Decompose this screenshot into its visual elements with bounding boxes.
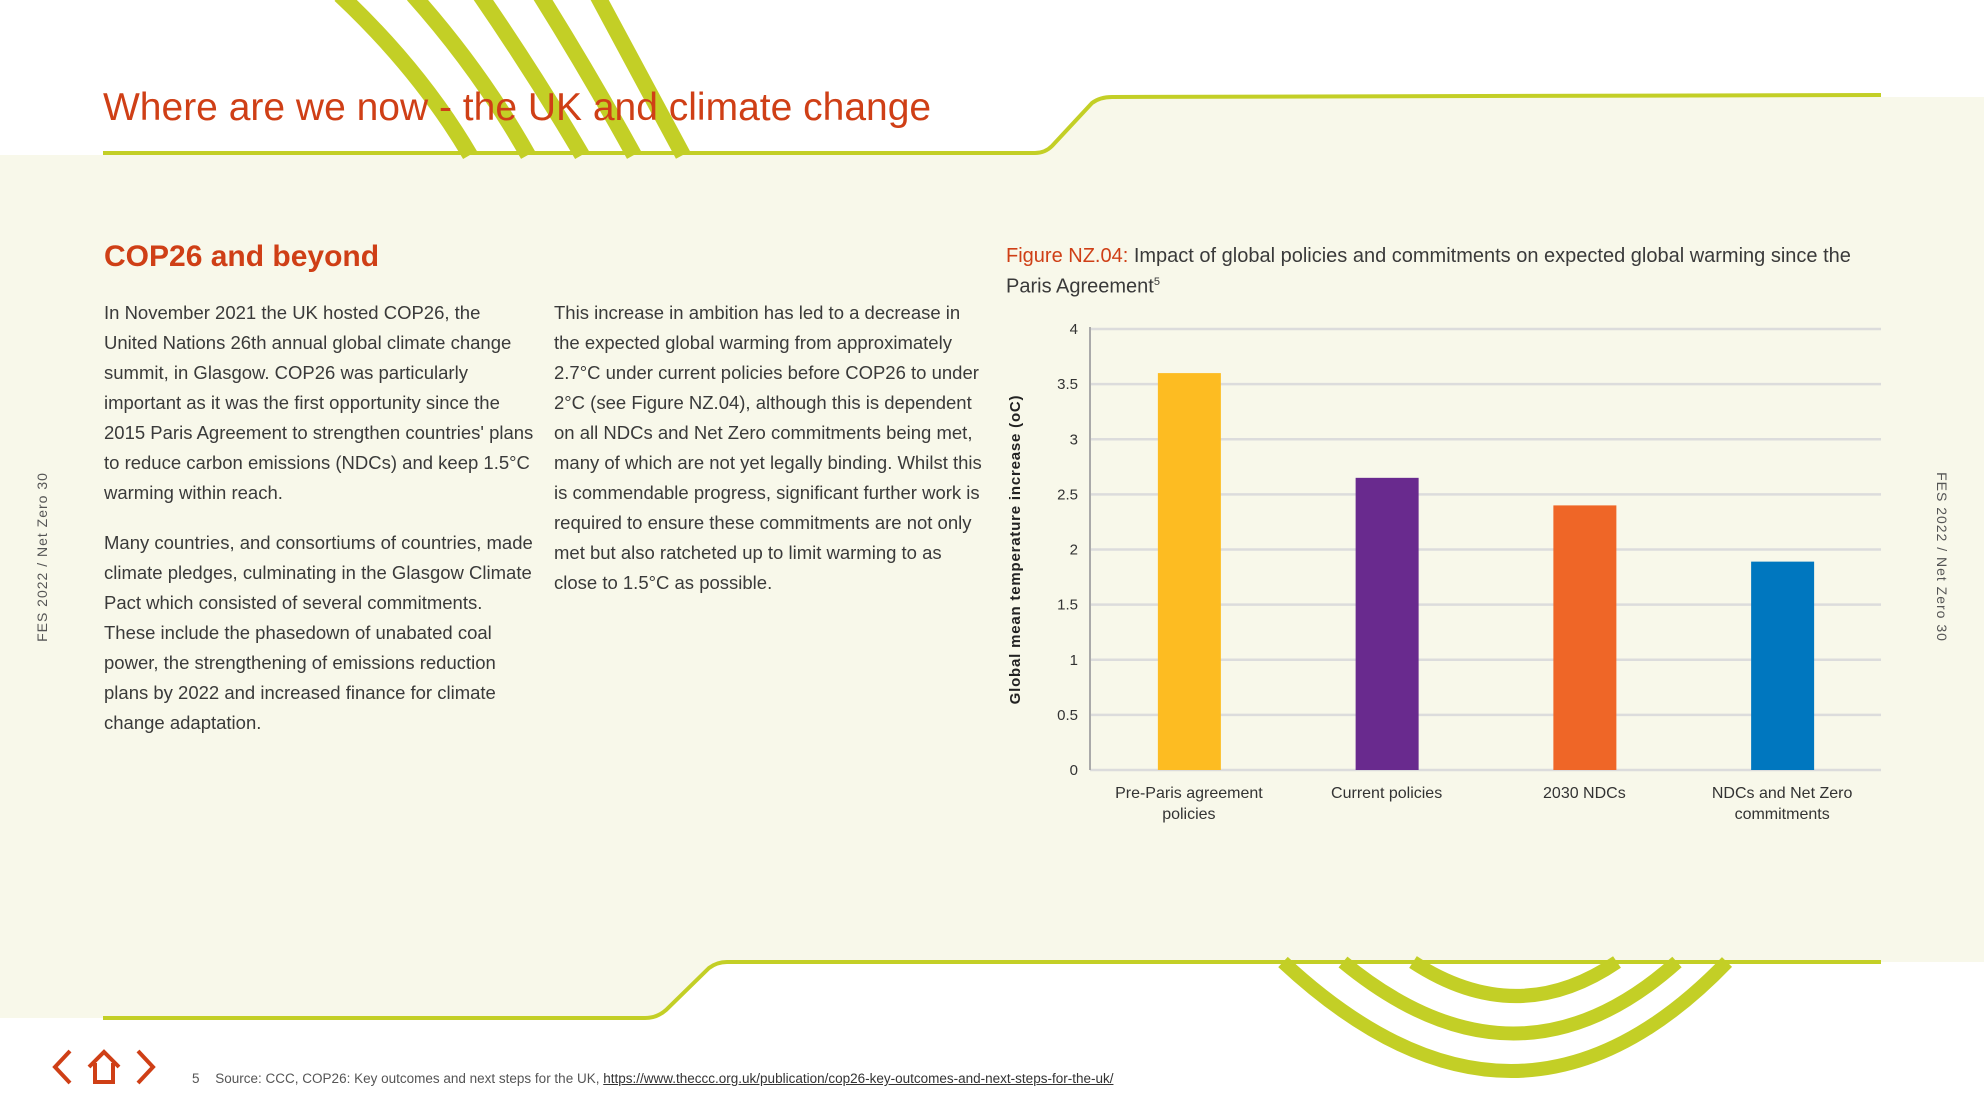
y-tick-label: 0 xyxy=(1070,762,1078,779)
y-tick-label: 3 xyxy=(1070,431,1078,448)
next-page-button[interactable] xyxy=(134,1048,158,1086)
bar-3 xyxy=(1751,561,1815,770)
y-tick-label: 1.5 xyxy=(1057,597,1078,614)
text-column-2: This increase in ambition has led to a d… xyxy=(554,298,984,618)
bar-0 xyxy=(1157,373,1221,770)
x-tick-label: 2030 NDCs xyxy=(1543,785,1626,802)
y-tick-label: 1 xyxy=(1070,652,1078,669)
figure-label: Figure NZ.04: xyxy=(1006,245,1129,267)
chevron-right-icon xyxy=(136,1049,156,1085)
x-tick-label: policies xyxy=(1162,806,1215,823)
y-tick-label: 4 xyxy=(1070,321,1078,338)
x-tick-label: Current policies xyxy=(1331,785,1442,802)
paragraph: This increase in ambition has led to a d… xyxy=(554,302,982,593)
prev-page-button[interactable] xyxy=(50,1048,74,1086)
y-tick-label: 3.5 xyxy=(1057,376,1078,393)
x-tick-label: Pre-Paris agreement xyxy=(1115,785,1263,802)
footnote-number: 5 xyxy=(192,1071,200,1086)
y-tick-label: 2 xyxy=(1070,542,1078,559)
y-tick-label: 0.5 xyxy=(1057,707,1078,724)
page-side-label-left: FES 2022 / Net Zero 30 xyxy=(34,472,50,642)
bottom-line xyxy=(103,960,1881,1020)
text-column-1: In November 2021 the UK hosted COP26, th… xyxy=(104,298,534,758)
home-button[interactable] xyxy=(86,1048,122,1086)
y-axis-label: Global mean temperature increase (oC) xyxy=(1007,395,1024,705)
footnote-ref: 5 xyxy=(1153,276,1160,288)
x-tick-label: NDCs and Net Zero xyxy=(1712,785,1853,802)
section-heading: COP26 and beyond xyxy=(104,240,380,273)
title-underline xyxy=(103,93,1882,155)
footnote-link[interactable]: https://www.theccc.org.uk/publication/co… xyxy=(603,1071,1114,1086)
footnote-text: Source: CCC, COP26: Key outcomes and nex… xyxy=(215,1071,600,1086)
page-title: Where are we now - the UK and climate ch… xyxy=(103,86,932,129)
x-tick-label: commitments xyxy=(1735,806,1830,823)
y-tick-label: 2.5 xyxy=(1057,486,1078,503)
footnote: 5 Source: CCC, COP26: Key outcomes and n… xyxy=(192,1071,1113,1086)
home-icon xyxy=(87,1049,121,1084)
chevron-left-icon xyxy=(52,1049,72,1085)
paragraph: In November 2021 the UK hosted COP26, th… xyxy=(104,302,534,503)
cream-panel xyxy=(0,97,1984,1018)
bar-2 xyxy=(1553,505,1617,770)
top-stripes xyxy=(334,0,691,160)
page-side-label-right: FES 2022 / Net Zero 30 xyxy=(1934,472,1950,642)
bar-1 xyxy=(1355,477,1419,770)
figure-caption: Impact of global policies and commitment… xyxy=(1006,245,1851,298)
paragraph: Many countries, and consortiums of count… xyxy=(104,532,533,733)
bar-chart: 0 0.5 1 1.5 2 2.5 3 3.5 4 Pre-Paris agreement poli… xyxy=(1007,321,1881,823)
bottom-arcs xyxy=(1278,956,1733,1078)
figure-title: Figure NZ.04: Impact of global policies … xyxy=(1006,243,1886,300)
